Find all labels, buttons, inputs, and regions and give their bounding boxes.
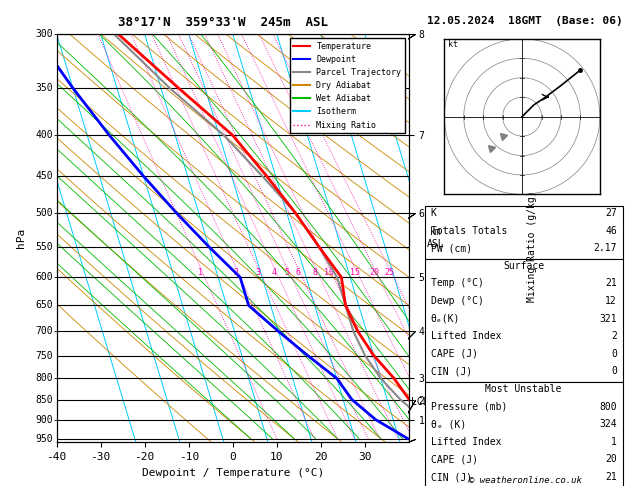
Text: 800: 800 xyxy=(35,373,53,383)
Text: 600: 600 xyxy=(35,272,53,282)
Text: 1: 1 xyxy=(198,268,203,278)
Text: 400: 400 xyxy=(35,130,53,140)
Text: PW (cm): PW (cm) xyxy=(430,243,472,253)
Text: 38°17'N  359°33'W  245m  ASL: 38°17'N 359°33'W 245m ASL xyxy=(118,16,328,29)
Text: 25: 25 xyxy=(384,268,394,278)
Text: Lifted Index: Lifted Index xyxy=(430,331,501,341)
Text: 550: 550 xyxy=(35,242,53,252)
Text: Temp (°C): Temp (°C) xyxy=(430,278,484,288)
Text: LCL: LCL xyxy=(411,397,429,407)
Text: 6: 6 xyxy=(296,268,301,278)
Text: 15: 15 xyxy=(350,268,360,278)
Text: 0: 0 xyxy=(611,349,617,359)
Text: Dewp (°C): Dewp (°C) xyxy=(430,296,484,306)
Text: 21: 21 xyxy=(605,278,617,288)
Text: 750: 750 xyxy=(35,350,53,361)
Text: 4: 4 xyxy=(272,268,277,278)
Text: CIN (J): CIN (J) xyxy=(430,366,472,376)
Text: © weatheronline.co.uk: © weatheronline.co.uk xyxy=(469,475,582,485)
Y-axis label: km
ASL: km ASL xyxy=(426,227,444,249)
Text: K: K xyxy=(430,208,437,218)
Text: 12: 12 xyxy=(605,296,617,306)
Text: 324: 324 xyxy=(599,419,617,429)
Text: θₑ (K): θₑ (K) xyxy=(430,419,465,429)
Bar xyxy=(425,382,623,486)
Text: Totals Totals: Totals Totals xyxy=(430,226,507,236)
Text: 5: 5 xyxy=(285,268,290,278)
X-axis label: Dewpoint / Temperature (°C): Dewpoint / Temperature (°C) xyxy=(142,468,324,478)
Text: 850: 850 xyxy=(35,395,53,404)
Text: 500: 500 xyxy=(35,208,53,218)
Bar xyxy=(425,206,623,259)
Text: Most Unstable: Most Unstable xyxy=(486,384,562,394)
Text: Surface: Surface xyxy=(503,261,544,271)
Text: 350: 350 xyxy=(35,83,53,93)
Text: 300: 300 xyxy=(35,29,53,39)
Text: 2.17: 2.17 xyxy=(593,243,617,253)
Text: 321: 321 xyxy=(599,313,617,324)
Text: 450: 450 xyxy=(35,172,53,181)
Text: Lifted Index: Lifted Index xyxy=(430,437,501,447)
Text: 2: 2 xyxy=(611,331,617,341)
Text: 21: 21 xyxy=(605,472,617,482)
Text: CAPE (J): CAPE (J) xyxy=(430,349,477,359)
Text: kt: kt xyxy=(448,40,458,49)
Text: 0: 0 xyxy=(611,366,617,376)
Text: θₑ(K): θₑ(K) xyxy=(430,313,460,324)
Text: 46: 46 xyxy=(605,226,617,236)
Text: 12.05.2024  18GMT  (Base: 06): 12.05.2024 18GMT (Base: 06) xyxy=(427,16,623,26)
Text: 800: 800 xyxy=(599,401,617,412)
Text: Pressure (mb): Pressure (mb) xyxy=(430,401,507,412)
Text: CAPE (J): CAPE (J) xyxy=(430,454,477,465)
Legend: Temperature, Dewpoint, Parcel Trajectory, Dry Adiabat, Wet Adiabat, Isotherm, Mi: Temperature, Dewpoint, Parcel Trajectory… xyxy=(290,38,404,133)
Bar xyxy=(425,259,623,382)
Text: 20: 20 xyxy=(605,454,617,465)
Text: 1: 1 xyxy=(611,437,617,447)
Text: hPa: hPa xyxy=(16,228,26,248)
Text: 700: 700 xyxy=(35,327,53,336)
Text: 10: 10 xyxy=(325,268,334,278)
Text: 20: 20 xyxy=(369,268,379,278)
Text: 650: 650 xyxy=(35,300,53,311)
Text: 8: 8 xyxy=(313,268,318,278)
Text: 27: 27 xyxy=(605,208,617,218)
Text: Mixing Ratio (g/kg): Mixing Ratio (g/kg) xyxy=(527,191,537,302)
Text: 950: 950 xyxy=(35,434,53,444)
Text: CIN (J): CIN (J) xyxy=(430,472,472,482)
Text: 2: 2 xyxy=(234,268,239,278)
Text: 3: 3 xyxy=(256,268,261,278)
Text: 900: 900 xyxy=(35,415,53,425)
